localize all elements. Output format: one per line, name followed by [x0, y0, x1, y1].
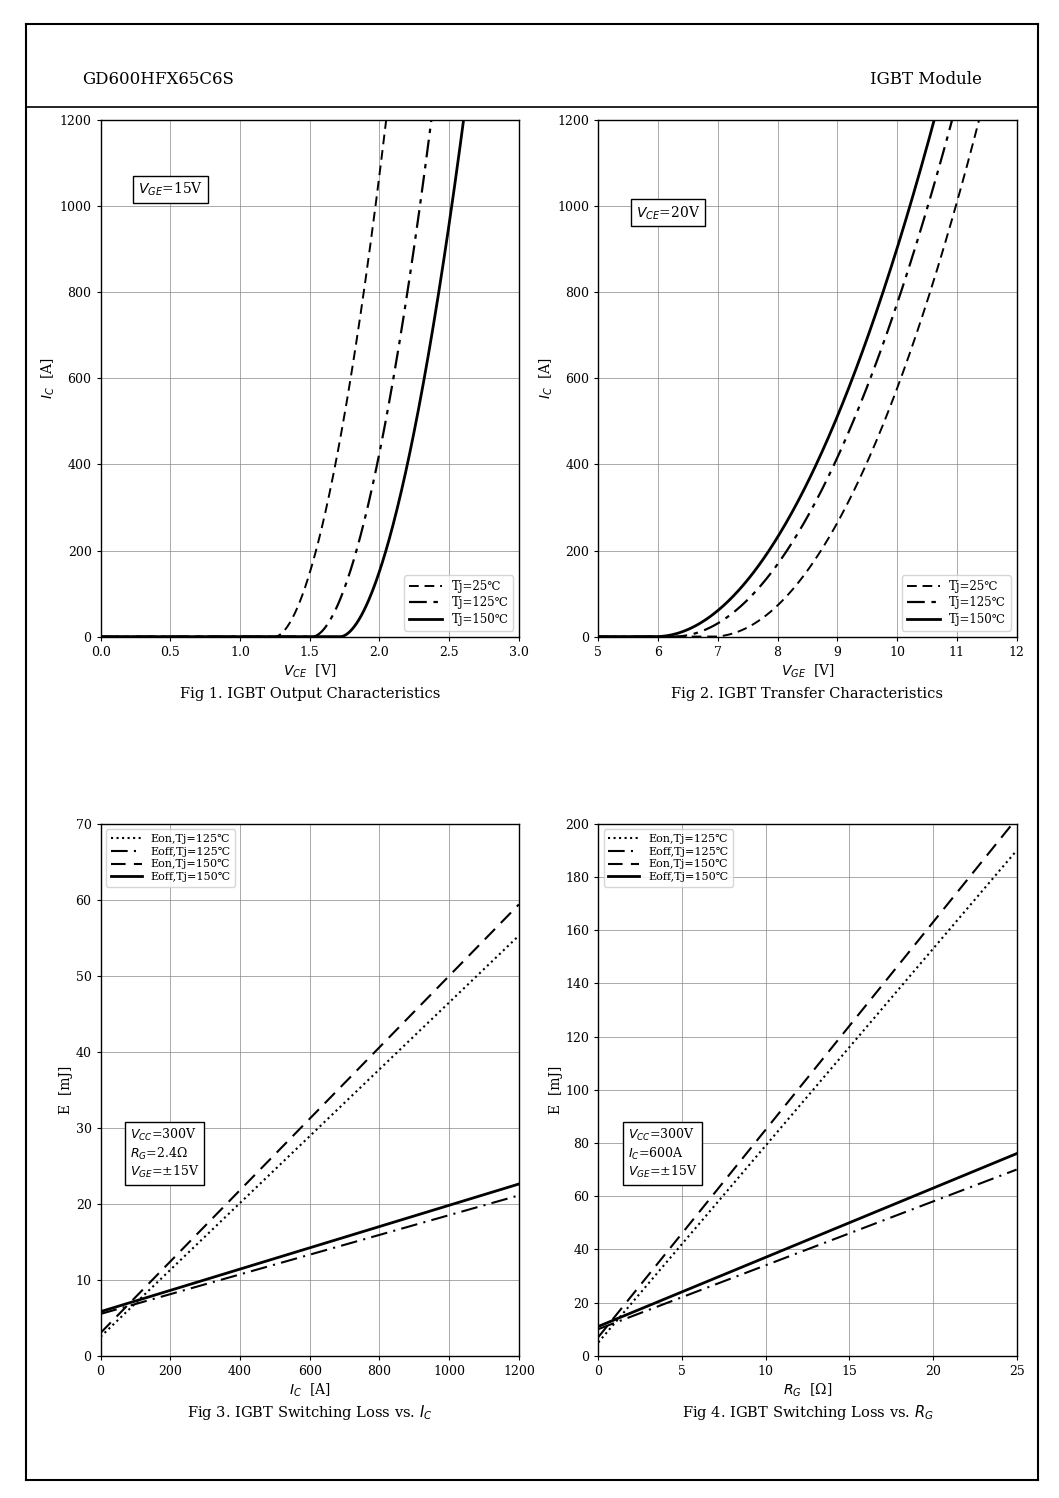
Legend: Eon,Tj=125℃, Eoff,Tj=125℃, Eon,Tj=150℃, Eoff,Tj=150℃: Eon,Tj=125℃, Eoff,Tj=125℃, Eon,Tj=150℃, …: [604, 830, 733, 887]
X-axis label: $V_{CE}$  [V]: $V_{CE}$ [V]: [283, 662, 337, 680]
Text: Fig 4. IGBT Switching Loss vs. $R_G$: Fig 4. IGBT Switching Loss vs. $R_G$: [682, 1404, 933, 1422]
Text: Fig 1. IGBT Output Characteristics: Fig 1. IGBT Output Characteristics: [180, 686, 439, 701]
Text: $V_{CC}$=300V
$R_G$=2.4Ω
$V_{GE}$=±15V: $V_{CC}$=300V $R_G$=2.4Ω $V_{GE}$=±15V: [130, 1126, 199, 1180]
Text: Fig 2. IGBT Transfer Characteristics: Fig 2. IGBT Transfer Characteristics: [671, 686, 944, 701]
Y-axis label: E  [mJ]: E [mJ]: [549, 1065, 562, 1115]
Text: GD600HFX65C6S: GD600HFX65C6S: [83, 70, 234, 88]
Text: $V_{GE}$=15V: $V_{GE}$=15V: [139, 181, 203, 198]
Y-axis label: $I_C$  [A]: $I_C$ [A]: [537, 358, 555, 398]
Text: IGBT Module: IGBT Module: [870, 70, 982, 88]
Text: $V_{CC}$=300V
$I_C$=600A
$V_{GE}$=±15V: $V_{CC}$=300V $I_C$=600A $V_{GE}$=±15V: [628, 1126, 697, 1180]
Y-axis label: $I_C$  [A]: $I_C$ [A]: [39, 358, 57, 398]
Legend: Eon,Tj=125℃, Eoff,Tj=125℃, Eon,Tj=150℃, Eoff,Tj=150℃: Eon,Tj=125℃, Eoff,Tj=125℃, Eon,Tj=150℃, …: [106, 830, 235, 887]
Y-axis label: E  [mJ]: E [mJ]: [59, 1065, 73, 1115]
X-axis label: $I_C$  [A]: $I_C$ [A]: [289, 1381, 330, 1399]
Legend: Tj=25℃, Tj=125℃, Tj=150℃: Tj=25℃, Tj=125℃, Tj=150℃: [902, 575, 1010, 631]
Legend: Tj=25℃, Tj=125℃, Tj=150℃: Tj=25℃, Tj=125℃, Tj=150℃: [405, 575, 513, 631]
X-axis label: $R_G$  [Ω]: $R_G$ [Ω]: [783, 1381, 832, 1399]
X-axis label: $V_{GE}$  [V]: $V_{GE}$ [V]: [780, 662, 834, 680]
Text: Fig 3. IGBT Switching Loss vs. $I_C$: Fig 3. IGBT Switching Loss vs. $I_C$: [187, 1404, 432, 1422]
Text: $V_{CE}$=20V: $V_{CE}$=20V: [636, 204, 700, 222]
